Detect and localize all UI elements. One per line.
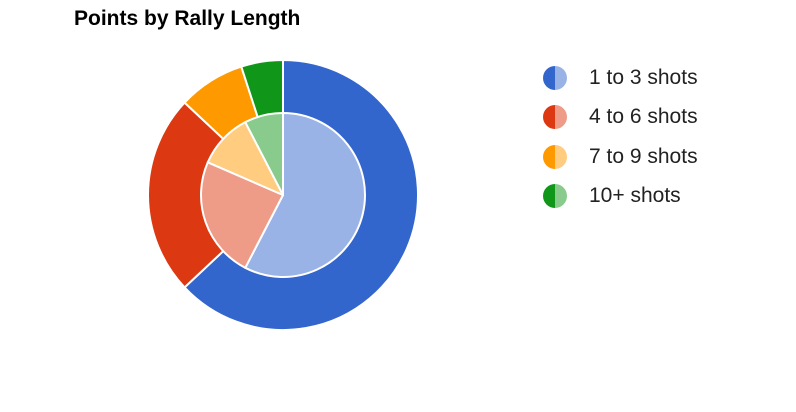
legend-label: 7 to 9 shots [589, 144, 698, 168]
legend-swatch [543, 144, 567, 169]
legend-swatch-outer-half [543, 184, 555, 209]
legend-swatch [543, 105, 567, 130]
legend-item-4-to-6-shots[interactable]: 4 to 6 shots [543, 98, 698, 138]
inner-slice-1-to-3-shots[interactable] [244, 112, 366, 278]
legend-swatch-inner-half [555, 65, 567, 90]
legend-swatch-inner-half [555, 144, 567, 169]
legend-item-7-to-9-shots[interactable]: 7 to 9 shots [543, 137, 698, 177]
inner-slice-10-shots[interactable] [244, 112, 284, 196]
legend-swatch-inner-half [555, 184, 567, 209]
legend-label: 10+ shots [589, 184, 681, 208]
legend-swatch-outer-half [543, 144, 555, 169]
inner-slice-4-to-6-shots[interactable] [200, 161, 284, 269]
legend-label: 1 to 3 shots [589, 65, 698, 89]
legend-swatch [543, 65, 567, 90]
legend-swatch [543, 184, 567, 209]
legend-swatch-outer-half [543, 105, 555, 130]
legend-item-1-to-3-shots[interactable]: 1 to 3 shots [543, 58, 698, 98]
legend-swatch-inner-half [555, 105, 567, 130]
legend: 1 to 3 shots 4 to 6 shots 7 to 9 shots 10+ … [543, 58, 698, 216]
inner-ring [200, 112, 366, 278]
chart-title: Points by Rally Length [74, 7, 301, 30]
legend-item-10-shots[interactable]: 10+ shots [543, 177, 698, 217]
legend-label: 4 to 6 shots [589, 105, 698, 129]
legend-swatch-outer-half [543, 65, 555, 90]
